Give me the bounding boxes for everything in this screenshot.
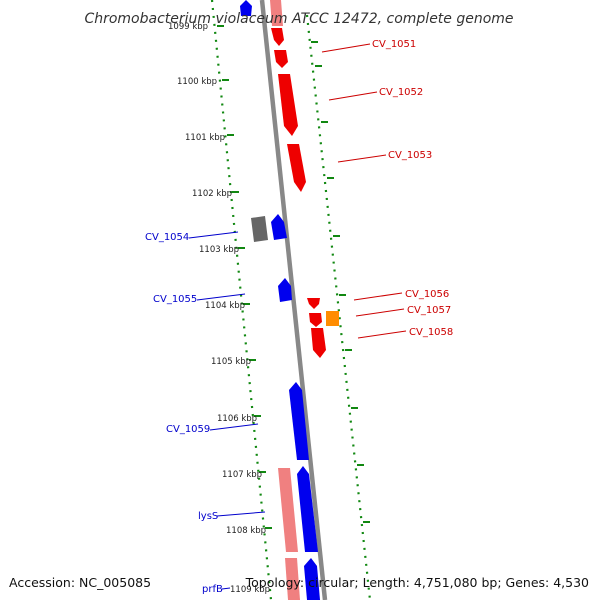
accession-text: Accession: NC_005085	[9, 575, 151, 590]
gene-cv-1057	[309, 313, 322, 327]
gene-label-cv-1056: CV_1056	[405, 289, 449, 300]
gene-label-cv-1055: CV_1055	[153, 294, 197, 305]
genome-summary-text: Topology: circular; Length: 4,751,080 bp…	[245, 575, 589, 590]
tick-ring-left	[210, 0, 273, 600]
reverse-genes	[271, 214, 320, 600]
gene-light-lysS	[278, 468, 298, 552]
gene-label-cv-1059: CV_1059	[166, 424, 210, 435]
gene-label-prfB: prfB	[202, 584, 223, 595]
tick-label-1105: 1105 kbp	[211, 357, 251, 367]
forward-label-lines	[321, 43, 407, 339]
gene-light-prfB	[285, 558, 300, 600]
reverse-label-lines	[188, 231, 266, 590]
gene-cv-1051	[274, 50, 288, 68]
tick-label-1108: 1108 kbp	[226, 526, 266, 536]
gene-gray	[251, 216, 268, 242]
gene-cv-1054	[271, 214, 287, 240]
gene-label-cv-1053: CV_1053	[388, 150, 432, 161]
reverse-gene-top	[240, 0, 252, 16]
tick-label-1102: 1102 kbp	[192, 189, 232, 199]
tick-label-1104: 1104 kbp	[205, 301, 245, 311]
gene-orange	[326, 311, 339, 326]
gene-cv-1056	[307, 298, 320, 309]
tick-label-1107: 1107 kbp	[222, 470, 262, 480]
gene-label-cv-1058: CV_1058	[409, 327, 453, 338]
gene-label-lysS: lysS	[198, 511, 218, 522]
gene-cv-1053	[287, 144, 306, 192]
map-title: Chromobacterium violaceum ATCC 12472, co…	[84, 11, 513, 27]
tick-label-1103: 1103 kbp	[199, 245, 239, 255]
gene-light-top	[270, 0, 283, 26]
backbone-line	[259, 0, 328, 600]
tick-label-1100: 1100 kbp	[177, 77, 217, 87]
tick-marks-left	[217, 25, 272, 529]
tick-label-1099: 1099 kbp	[168, 22, 208, 32]
gene-label-cv-1054: CV_1054	[145, 232, 189, 243]
tick-label-1109: 1109 kbp	[230, 585, 270, 595]
gene-cv-1052	[278, 74, 298, 136]
gene-label-cv-1051: CV_1051	[372, 39, 416, 50]
tick-label-1101: 1101 kbp	[185, 133, 225, 143]
gene-cv-1058	[311, 328, 326, 358]
gene-red-a	[271, 28, 284, 46]
forward-genes	[270, 0, 326, 600]
tick-marks-right	[311, 41, 370, 523]
gene-lysS	[297, 466, 318, 552]
gene-label-cv-1052: CV_1052	[379, 87, 423, 98]
gene-cv-1055	[278, 278, 292, 302]
tick-label-1106: 1106 kbp	[217, 414, 257, 424]
gene-prfB	[304, 558, 320, 600]
gene-label-cv-1057: CV_1057	[407, 305, 451, 316]
gene-cv-1059	[289, 382, 309, 460]
